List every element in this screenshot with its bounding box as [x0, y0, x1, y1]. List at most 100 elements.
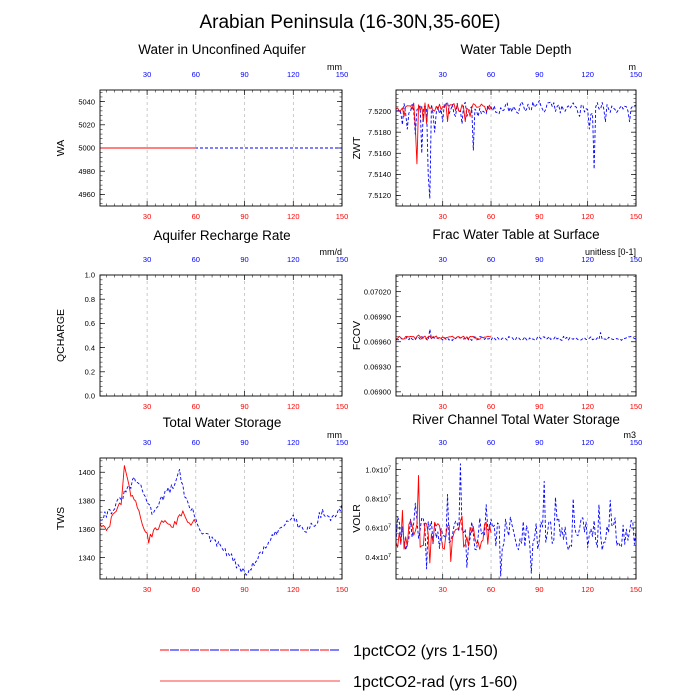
x-tick-label-bottom: 90: [535, 212, 543, 221]
x-tick-label-bottom: 90: [240, 212, 248, 221]
panel-unit: mm/d: [320, 247, 343, 257]
plot-frame: [99, 457, 343, 580]
x-tick-label-bottom: 30: [439, 585, 447, 594]
series-line: [395, 334, 492, 340]
x-tick-label-top: 30: [439, 255, 447, 264]
x-tick-label-bottom: 30: [143, 212, 151, 221]
x-tick-label-top: 30: [439, 70, 447, 79]
panel-title: Frac Water Table at Surface: [432, 227, 599, 242]
x-tick-label-top: 90: [240, 438, 248, 447]
panels: Water in Unconfined Aquifer mm 30 30 60 60 90 9…: [55, 42, 642, 594]
x-tick-label-bottom: 90: [240, 585, 248, 594]
y-tick-label: 1.0x107: [365, 465, 391, 474]
x-tick-label-bottom: 120: [581, 402, 594, 411]
y-axis-label: ZWT: [351, 136, 363, 159]
y-tick-label: 7.5120: [368, 191, 391, 200]
y-tick-label: 5020: [78, 121, 95, 130]
x-tick-label-top: 90: [240, 70, 248, 79]
y-tick-label: 0.8: [85, 295, 95, 304]
panel-unit: unitless [0-1]: [585, 247, 636, 257]
panel-4: Frac Water Table at Surface unitless [0-1…: [351, 227, 642, 411]
legend-label-1pctco2: 1pctCO2 (yrs 1-150): [353, 643, 498, 660]
x-tick-label-bottom: 60: [487, 585, 495, 594]
x-tick-label-top: 30: [439, 438, 447, 447]
x-tick-label-top: 120: [581, 255, 594, 264]
panel-unit: m3: [623, 430, 636, 440]
panel-unit: m: [629, 62, 637, 72]
y-axis-label: TWS: [55, 507, 67, 530]
series-line: [99, 468, 343, 576]
panel-title: Total Water Storage: [163, 415, 282, 430]
x-tick-label-bottom: 150: [630, 212, 643, 221]
panel-unit: mm: [327, 430, 342, 440]
x-tick-label-top: 120: [581, 70, 594, 79]
series-line: [395, 463, 637, 577]
x-tick-label-top: 150: [630, 438, 643, 447]
x-tick-label-bottom: 120: [287, 585, 300, 594]
x-tick-label-bottom: 60: [192, 212, 200, 221]
panel-title: Aquifer Recharge Rate: [153, 228, 290, 243]
panel-title: Water in Unconfined Aquifer: [138, 42, 306, 57]
x-tick-label-bottom: 60: [192, 402, 200, 411]
plot-frame: [395, 457, 637, 580]
x-tick-label-top: 120: [287, 438, 300, 447]
y-tick-label: 0.8x107: [365, 495, 391, 504]
x-tick-label-bottom: 120: [287, 402, 300, 411]
y-tick-label: 1360: [78, 525, 95, 534]
x-tick-label-bottom: 30: [439, 402, 447, 411]
y-axis-label: WA: [55, 140, 67, 157]
y-axis-label: FCOV: [351, 321, 363, 350]
plot-frame: [395, 89, 637, 207]
x-tick-label-top: 150: [336, 438, 349, 447]
x-tick-label-top: 90: [535, 70, 543, 79]
series-line: [395, 102, 492, 165]
x-tick-label-bottom: 120: [581, 212, 594, 221]
legend: 1pctCO2 (yrs 1-150) 1pctCO2-rad (yrs 1-6…: [160, 643, 518, 691]
series-line: [99, 465, 197, 544]
x-tick-label-bottom: 30: [439, 212, 447, 221]
x-tick-label-top: 90: [535, 438, 543, 447]
y-tick-label: 1380: [78, 496, 95, 505]
x-tick-label-top: 30: [143, 438, 151, 447]
series-line: [395, 328, 637, 341]
x-tick-label-top: 60: [192, 255, 200, 264]
x-tick-label-bottom: 90: [535, 585, 543, 594]
x-tick-label-bottom: 60: [487, 402, 495, 411]
y-tick-label: 7.5160: [368, 149, 391, 158]
y-tick-label: 0.07020: [364, 287, 391, 296]
y-tick-label: 4960: [78, 190, 95, 199]
y-tick-label: 0.6: [85, 319, 95, 328]
x-tick-label-top: 30: [143, 70, 151, 79]
y-axis-label: QCHARGE: [55, 309, 67, 362]
x-tick-label-top: 60: [192, 70, 200, 79]
x-tick-label-bottom: 150: [336, 402, 349, 411]
x-tick-label-top: 90: [535, 255, 543, 264]
x-tick-label-top: 120: [581, 438, 594, 447]
x-tick-label-top: 150: [336, 255, 349, 264]
x-tick-label-top: 30: [143, 255, 151, 264]
x-tick-label-bottom: 120: [287, 212, 300, 221]
y-tick-label: 0.06930: [364, 362, 391, 371]
x-tick-label-top: 60: [487, 438, 495, 447]
panel-unit: mm: [327, 62, 342, 72]
plot-frame: [395, 274, 637, 397]
x-tick-label-top: 150: [630, 70, 643, 79]
y-tick-label: 5040: [78, 97, 95, 106]
x-tick-label-top: 60: [192, 438, 200, 447]
legend-label-1pctco2-rad: 1pctCO2-rad (yrs 1-60): [353, 674, 518, 691]
figure-title: Arabian Peninsula (16-30N,35-60E): [199, 12, 500, 33]
plot-frame: [99, 89, 343, 207]
x-tick-label-bottom: 90: [535, 402, 543, 411]
y-tick-label: 1400: [78, 468, 95, 477]
series-line: [395, 100, 637, 200]
y-tick-label: 0.0: [85, 392, 95, 401]
y-tick-label: 4980: [78, 167, 95, 176]
y-tick-label: 7.5200: [368, 107, 391, 116]
y-tick-label: 1.0: [85, 271, 95, 280]
panel-title: Water Table Depth: [460, 42, 571, 57]
y-tick-label: 0.06960: [364, 337, 391, 346]
y-tick-label: 1340: [78, 553, 95, 562]
panel-5: Total Water Storage mm 30 30 60 60 90 90 120 120 1…: [55, 415, 348, 594]
plot-frame: [99, 274, 343, 397]
x-tick-label-top: 60: [487, 70, 495, 79]
